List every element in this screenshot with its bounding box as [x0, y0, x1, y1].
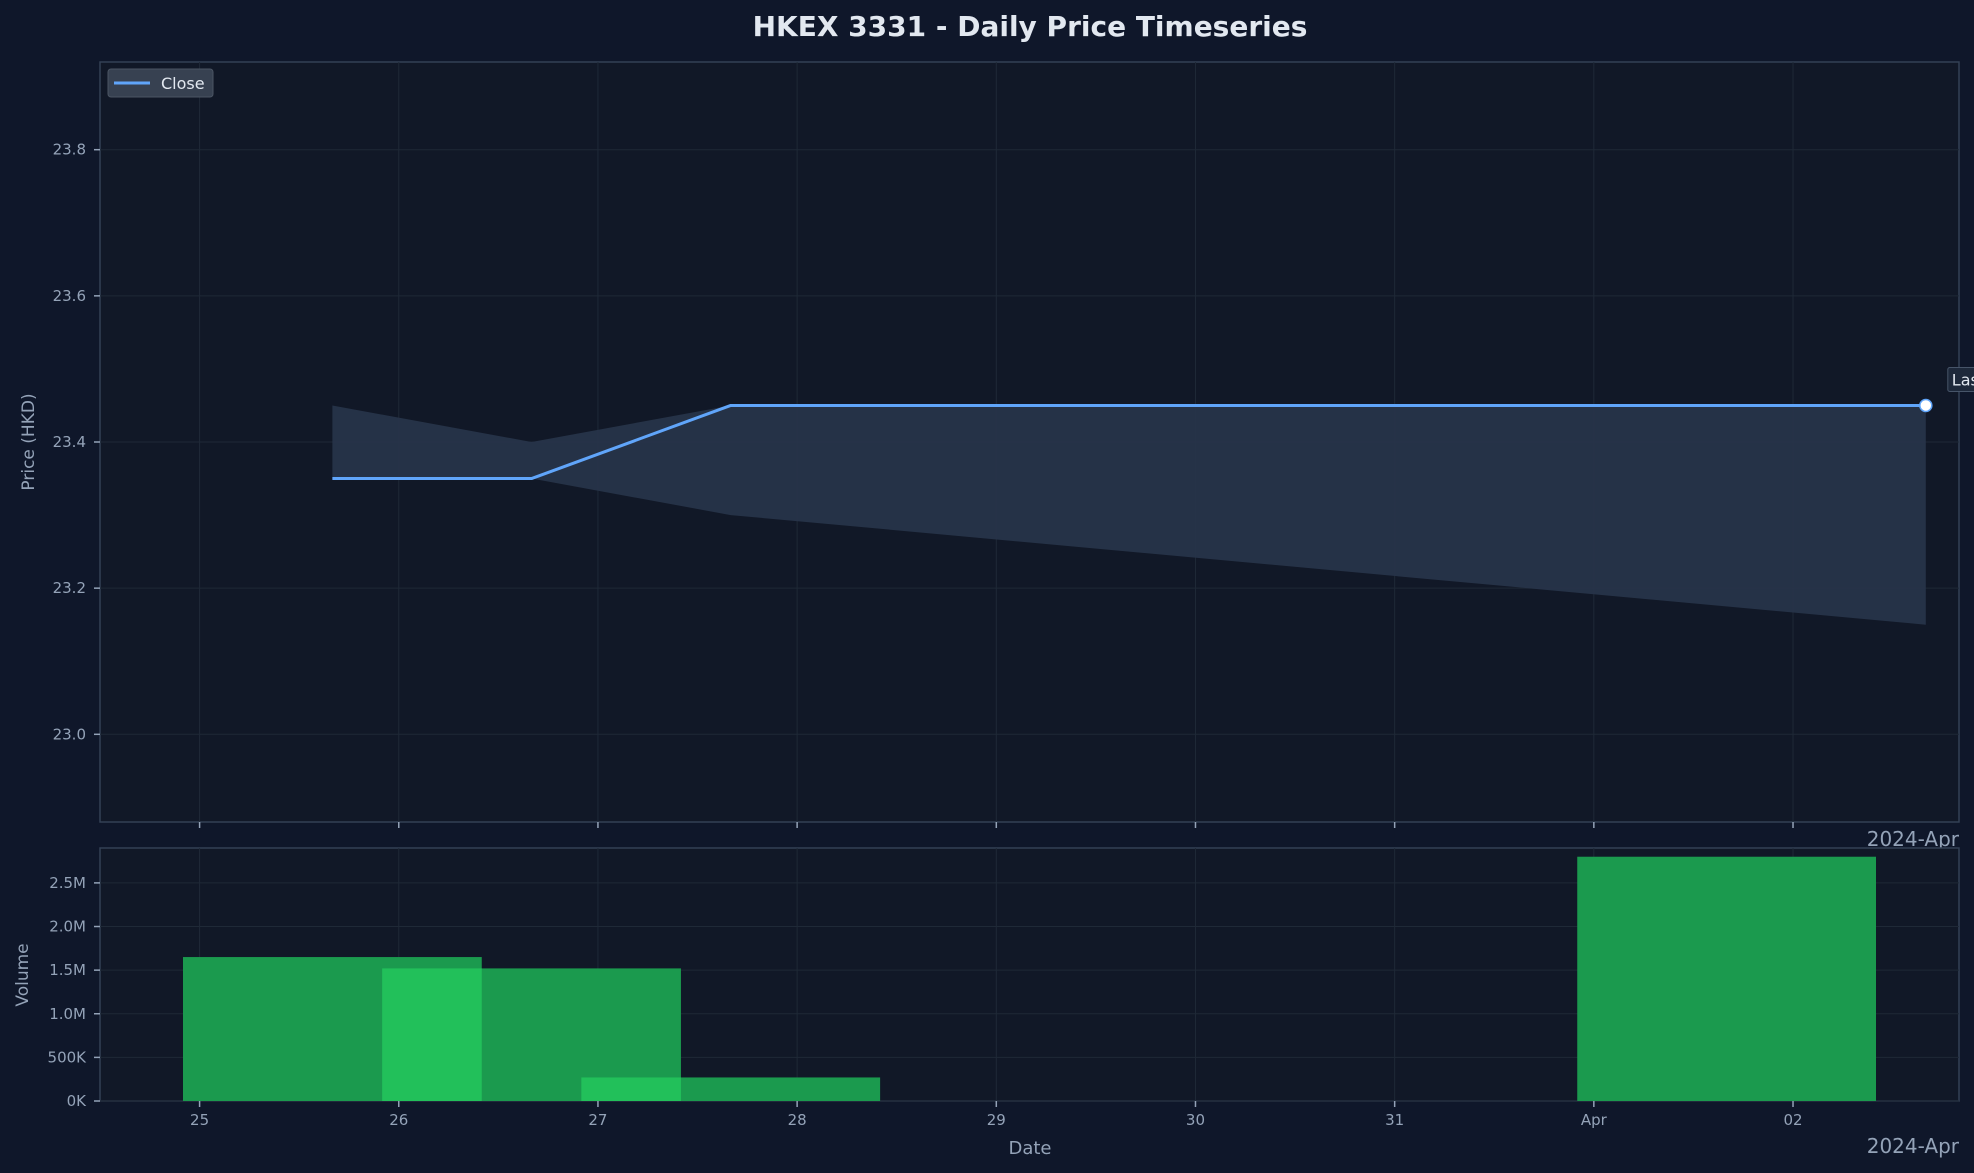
volume-bar-overlap	[581, 1077, 681, 1101]
price-y-tick-label: 23.6	[53, 287, 86, 305]
volume-y-tick-label: 2.5M	[49, 874, 86, 892]
price-grid	[100, 62, 1959, 822]
legend-box	[107, 68, 214, 98]
price-range-band	[332, 405, 1926, 625]
price-x-ticks	[198, 822, 1794, 828]
price-y-tick-label: 23.8	[53, 141, 86, 159]
volume-x-ticks: 25 26 27 28 29 30 31 Apr 02	[190, 1101, 1803, 1129]
legend-entry-close: Close	[161, 74, 205, 93]
last-close-annotation: Last close: 23.450	[1947, 366, 1974, 392]
x-tick-label: 31	[1385, 1111, 1404, 1129]
last-close-marker	[1919, 398, 1933, 413]
x-tick-label: 26	[389, 1111, 408, 1129]
volume-bar-overlap	[382, 968, 482, 1101]
x-tick-label: 25	[190, 1111, 209, 1129]
price-y-tick-label: 23.4	[53, 433, 86, 451]
volume-y-tick-label: 2.0M	[49, 918, 86, 936]
volume-y-ticks: 0K 500K 1.0M 1.5M 2.0M 2.5M	[48, 874, 100, 1110]
volume-offset-label: 2024-Apr	[1867, 1134, 1960, 1158]
price-y-tick-label: 23.2	[53, 579, 86, 597]
volume-y-tick-label: 0K	[67, 1092, 88, 1110]
volume-bars	[182, 856, 1877, 1101]
price-y-axis-label: Price (HKD)	[19, 393, 39, 490]
price-offset-label: 2024-Apr	[1867, 827, 1960, 851]
x-axis-label: Date	[1008, 1138, 1051, 1159]
legend: Close	[107, 68, 214, 98]
x-tick-label: Apr	[1581, 1111, 1608, 1129]
annotation-label: Last close: 23.450	[1952, 370, 1974, 389]
volume-y-axis-label: Volume	[13, 943, 33, 1006]
volume-bar	[1577, 856, 1877, 1101]
close-series-line	[332, 403, 1926, 481]
x-tick-label: 02	[1783, 1111, 1802, 1129]
close-price-line	[332, 398, 1933, 481]
x-tick-label: 27	[588, 1111, 607, 1129]
price-band-area	[332, 405, 1926, 625]
volume-y-tick-label: 500K	[48, 1048, 88, 1066]
x-tick-label: 29	[987, 1111, 1006, 1129]
price-y-tick-label: 23.0	[53, 725, 86, 743]
volume-y-tick-label: 1.5M	[49, 961, 86, 979]
chart-title: HKEX 3331 - Daily Price Timeseries	[753, 10, 1308, 43]
price-y-ticks: 23.0 23.2 23.4 23.6 23.8	[53, 141, 100, 743]
x-tick-label: 30	[1186, 1111, 1205, 1129]
annotation-box	[1947, 366, 1974, 392]
volume-y-tick-label: 1.0M	[49, 1005, 86, 1023]
x-tick-label: 28	[788, 1111, 807, 1129]
